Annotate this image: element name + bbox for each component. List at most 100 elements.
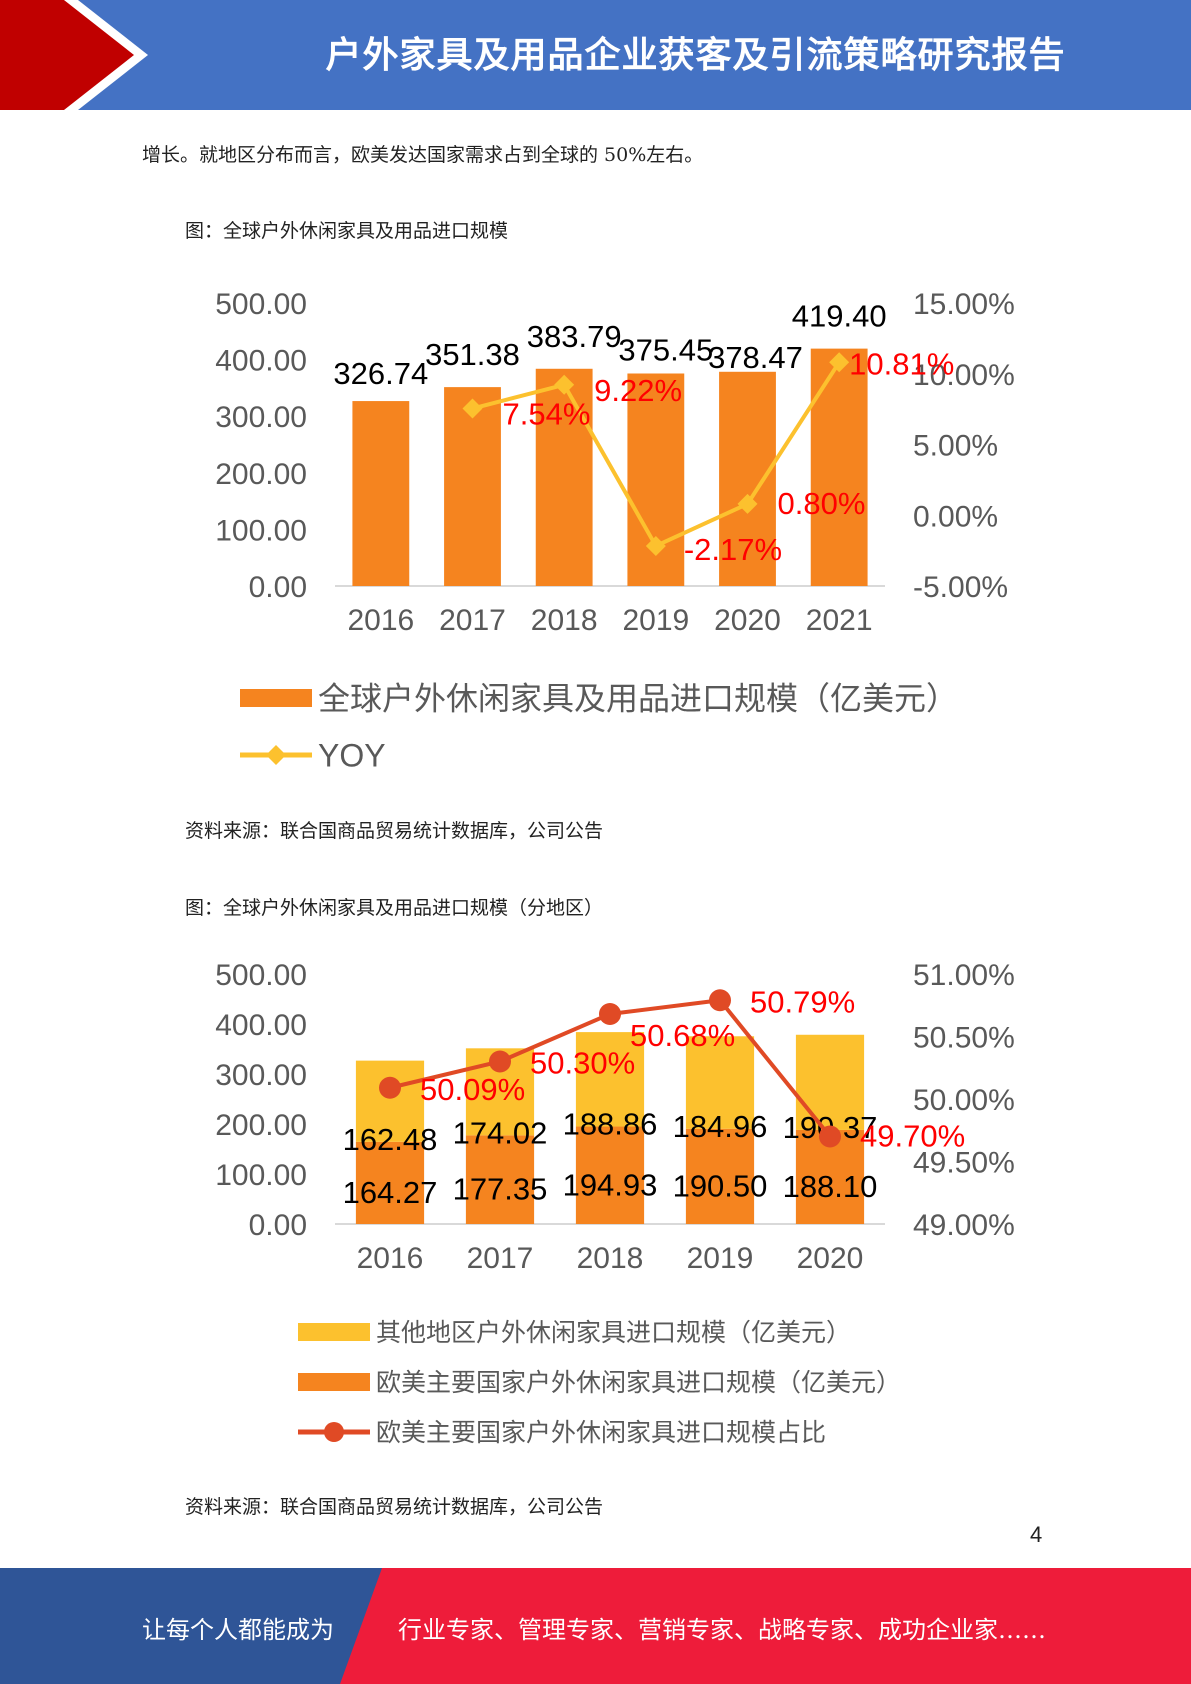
- right-axis-tick-label: 49.00%: [913, 1209, 1015, 1242]
- left-axis-tick-label: 300.00: [215, 1059, 307, 1092]
- bar-import-scale: [535, 368, 593, 586]
- chart-import-scale: 0.00 100.00 200.00 300.00 400.00 500.00 -5.00%…: [180, 270, 1020, 780]
- legend-label: 全球户外休闲家具及用品进口规模（亿美元）: [318, 681, 958, 717]
- header-decoration: [0, 0, 148, 110]
- left-axis-tick-label: 500.00: [215, 959, 307, 992]
- chart-import-scale-svg: 0.00 100.00 200.00 300.00 400.00 500.00 -5.00%…: [215, 288, 1015, 774]
- left-axis-tick-label: 300.00: [215, 401, 307, 434]
- data-label-import-scale: 378.47: [708, 340, 803, 375]
- figure1-caption: 图：全球户外休闲家具及用品进口规模: [185, 220, 509, 242]
- x-axis-tick-label: 2018: [577, 1242, 644, 1275]
- legend-label: 欧美主要国家户外休闲家具进口规模（亿美元）: [376, 1369, 901, 1397]
- data-label-import-scale: 383.79: [527, 319, 622, 354]
- line-marker: [709, 989, 731, 1012]
- bar-import-scale: [352, 401, 410, 586]
- left-axis-tick-label: 200.00: [215, 458, 307, 491]
- footer-slogan-left: 让每个人都能成为: [142, 1616, 334, 1644]
- right-axis-tick-label: 50.50%: [913, 1022, 1015, 1055]
- left-axis-tick-label: 100.00: [215, 514, 307, 547]
- legend-marker: [266, 745, 286, 765]
- figure1-source: 资料来源：联合国商品贸易统计数据库，公司公告: [185, 820, 604, 842]
- x-axis-tick-label: 2019: [687, 1242, 754, 1275]
- bar-other-regions: [355, 1060, 425, 1142]
- bar-europe-america: [575, 1126, 645, 1224]
- legend-marker: [324, 1422, 344, 1442]
- bar-import-scale: [444, 387, 501, 586]
- line-marker: [829, 352, 850, 373]
- line-data-label: 50.30%: [530, 1046, 635, 1081]
- x-axis-tick-label: 2016: [347, 604, 414, 637]
- page-footer: 让每个人都能成为 行业专家、管理专家、营销专家、战略专家、成功企业家……: [0, 1568, 1191, 1684]
- bar-import-scale: [719, 371, 776, 586]
- right-axis-tick-label: 49.50%: [913, 1147, 1015, 1180]
- legend-label: 欧美主要国家户外休闲家具进口规模占比: [376, 1419, 826, 1447]
- line-marker: [489, 1050, 511, 1073]
- line-data-label: 0.80%: [778, 486, 866, 521]
- page-number: 4: [1030, 1522, 1043, 1547]
- legend-label: YOY: [318, 738, 386, 774]
- line-marker: [645, 535, 666, 556]
- legend-swatch: [298, 1323, 370, 1341]
- data-label-other-regions: 188.86: [563, 1107, 658, 1142]
- figure2-source: 资料来源：联合国商品贸易统计数据库，公司公告: [185, 1496, 604, 1518]
- line-marker: [554, 374, 575, 395]
- report-title: 户外家具及用品企业获客及引流策略研究报告: [325, 35, 1066, 76]
- data-label-europe-america: 194.93: [563, 1167, 658, 1202]
- x-axis-tick-label: 2017: [467, 1242, 534, 1275]
- body-paragraph: 增长。就地区分布而言，欧美发达国家需求占到全球的 50%左右。: [142, 144, 704, 166]
- left-axis-tick-label: 0.00: [249, 571, 307, 604]
- data-label-europe-america: 164.27: [343, 1175, 438, 1210]
- x-axis-tick-label: 2021: [806, 604, 873, 637]
- bar-other-regions: [575, 1032, 645, 1127]
- data-label-import-scale: 419.40: [792, 299, 887, 334]
- bar-other-regions: [795, 1034, 865, 1130]
- right-axis-tick-label: 15.00%: [913, 288, 1015, 321]
- line-data-label: 49.70%: [860, 1119, 965, 1154]
- x-axis-tick-label: 2016: [357, 1242, 424, 1275]
- left-axis-tick-label: 400.00: [215, 1009, 307, 1042]
- bar-europe-america: [355, 1141, 425, 1224]
- right-axis-tick-label: 5.00%: [913, 430, 998, 463]
- data-label-other-regions: 184.96: [673, 1109, 768, 1144]
- data-label-import-scale: 326.74: [333, 356, 428, 391]
- chart-import-by-region-svg: 0.00 100.00 200.00 300.00 400.00 500.00 49.00%…: [215, 959, 1015, 1447]
- chart-import-by-region: 0.00 100.00 200.00 300.00 400.00 500.00 49.00%…: [180, 948, 1020, 1448]
- line-data-label: 50.79%: [750, 984, 855, 1019]
- bar-europe-america: [465, 1135, 535, 1224]
- bar-other-regions: [685, 1036, 755, 1129]
- data-label-other-regions: 162.48: [343, 1122, 438, 1157]
- line-data-label: 50.68%: [630, 1018, 735, 1053]
- left-axis-tick-label: 100.00: [215, 1159, 307, 1192]
- x-axis-tick-label: 2017: [439, 604, 506, 637]
- x-axis-tick-label: 2020: [797, 1242, 864, 1275]
- left-axis-tick-label: 500.00: [215, 288, 307, 321]
- x-axis-tick-label: 2020: [714, 604, 781, 637]
- bar-import-scale: [810, 348, 868, 586]
- legend-swatch: [240, 689, 312, 707]
- data-label-import-scale: 375.45: [618, 332, 713, 367]
- line-data-label: 9.22%: [594, 373, 682, 408]
- x-axis-tick-label: 2019: [622, 604, 689, 637]
- legend-label: 其他地区户外休闲家具进口规模（亿美元）: [376, 1319, 851, 1347]
- x-axis-tick-label: 2018: [531, 604, 598, 637]
- right-axis-tick-label: -5.00%: [913, 571, 1008, 604]
- right-axis-tick-label: 50.00%: [913, 1084, 1015, 1117]
- bar-europe-america: [685, 1128, 755, 1224]
- footer-decoration: [340, 1568, 1191, 1684]
- line-marker: [462, 398, 483, 419]
- left-axis-tick-label: 400.00: [215, 345, 307, 378]
- right-axis-tick-label: 51.00%: [913, 959, 1015, 992]
- line-marker: [737, 493, 758, 514]
- data-label-other-regions: 174.02: [453, 1115, 548, 1150]
- data-label-europe-america: 177.35: [453, 1172, 548, 1207]
- line-data-label: 50.09%: [420, 1072, 525, 1107]
- figure2-caption: 图：全球户外休闲家具及用品进口规模（分地区）: [185, 897, 604, 919]
- right-axis-tick-label: 10.00%: [913, 359, 1015, 392]
- data-label-europe-america: 190.50: [673, 1168, 768, 1203]
- data-label-europe-america: 188.10: [783, 1169, 878, 1204]
- page-header: 户外家具及用品企业获客及引流策略研究报告: [0, 0, 1191, 110]
- line-marker: [379, 1076, 401, 1099]
- line-marker: [599, 1003, 621, 1025]
- legend-swatch: [298, 1373, 370, 1391]
- right-axis-tick-label: 0.00%: [913, 500, 998, 533]
